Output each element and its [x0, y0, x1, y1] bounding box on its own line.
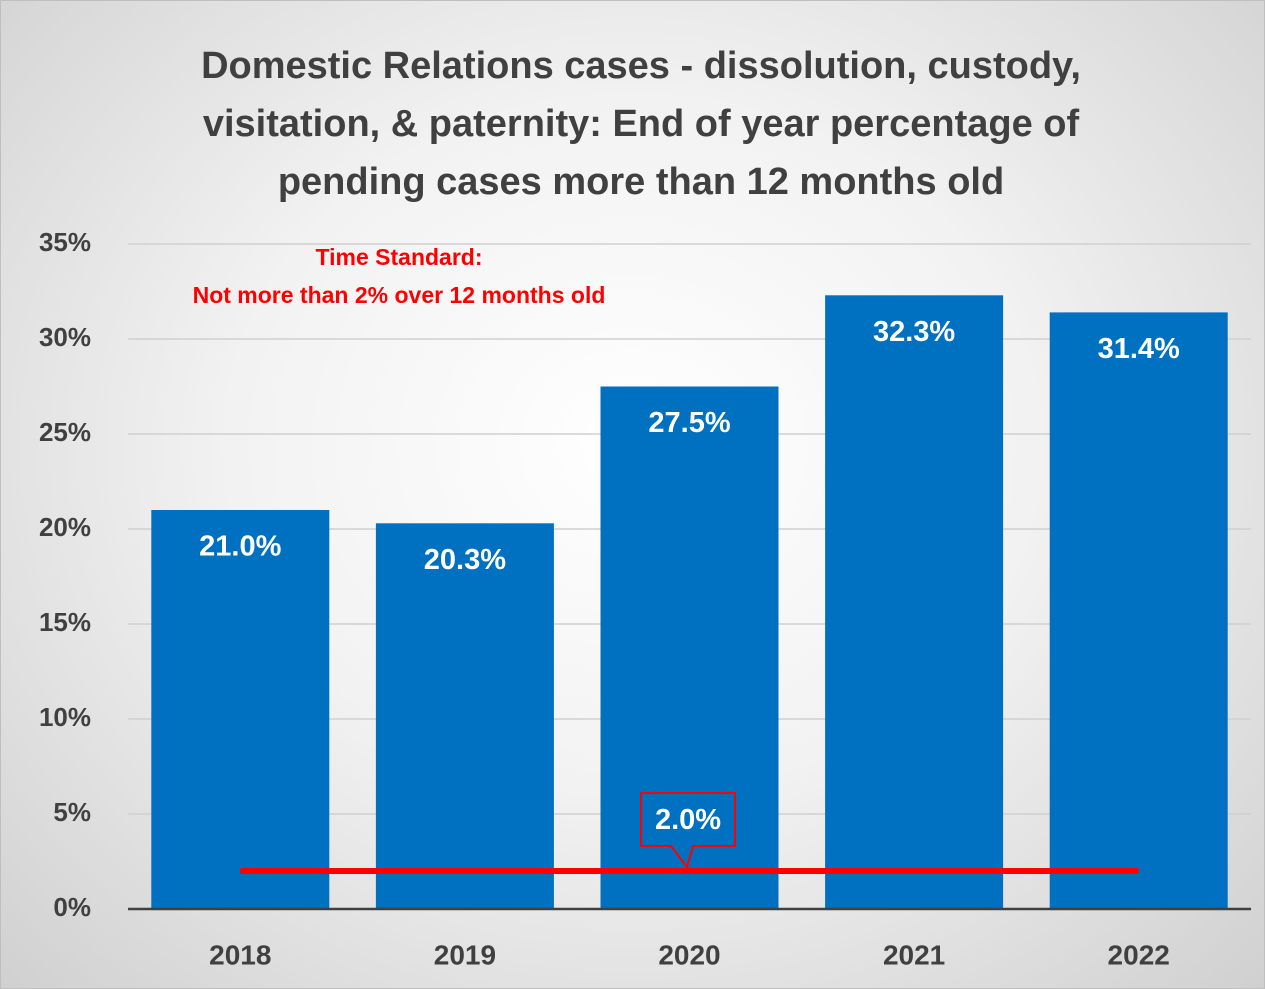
standard-label: 2.0%	[655, 804, 721, 836]
annotation: Time Standard:	[316, 244, 483, 270]
annotation: Not more than 2% over 12 months old	[193, 282, 606, 308]
data-label: 27.5%	[648, 407, 730, 439]
data-label: 32.3%	[873, 316, 955, 348]
bar	[1049, 312, 1228, 909]
chart-title: Domestic Relations cases - dissolution, …	[201, 45, 1081, 203]
y-tick-label: 35%	[39, 227, 91, 257]
y-tick-label: 0%	[53, 892, 91, 922]
data-label: 21.0%	[199, 531, 281, 563]
bar	[151, 510, 330, 909]
x-tick-label: 2022	[1108, 939, 1170, 970]
data-label: 31.4%	[1098, 333, 1180, 365]
x-tick-label: 2018	[209, 939, 271, 970]
x-tick-label: 2019	[434, 939, 496, 970]
x-tick-label: 2020	[658, 939, 720, 970]
y-tick-label: 5%	[53, 797, 91, 827]
data-label: 20.3%	[424, 544, 506, 576]
x-tick-label: 2021	[883, 939, 945, 970]
standard-callout	[640, 792, 736, 870]
y-tick-label: 20%	[39, 512, 91, 542]
bar	[375, 523, 554, 909]
bar	[825, 295, 1004, 909]
y-tick-label: 10%	[39, 702, 91, 732]
y-tick-label: 25%	[39, 417, 91, 447]
y-tick-label: 30%	[39, 322, 91, 352]
y-tick-label: 15%	[39, 607, 91, 637]
